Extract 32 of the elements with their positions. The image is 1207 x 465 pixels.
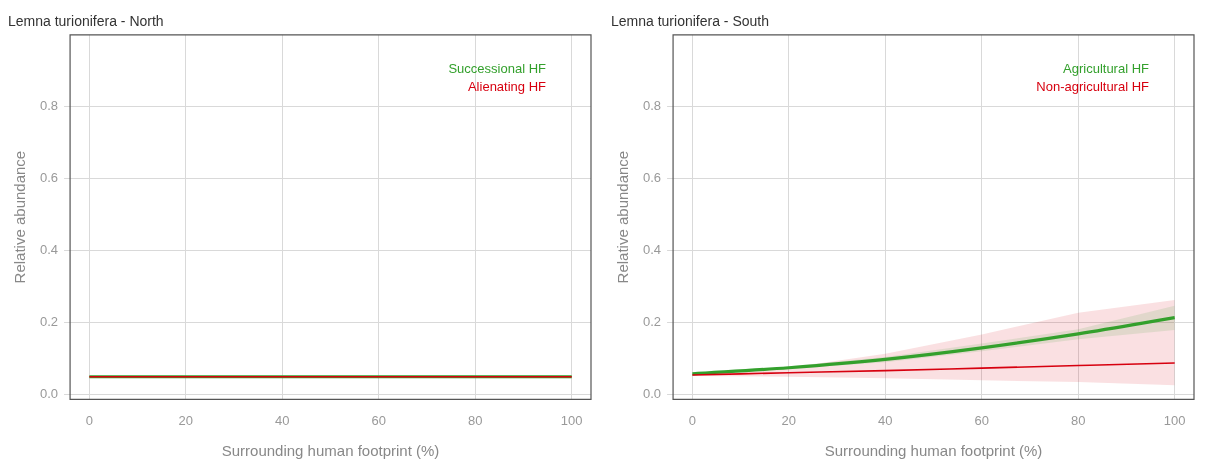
- y-axis-title: Relative abundance: [614, 150, 632, 284]
- y-tick-label: 0.8: [39, 98, 59, 114]
- text: Successional HF: [448, 60, 547, 76]
- x-tick-label: 20: [781, 412, 797, 428]
- x-tick-label: 100: [560, 412, 583, 428]
- y-tick-label: 0.6: [39, 170, 59, 186]
- x-tick-label: 80: [1071, 412, 1086, 428]
- x-tick-label: 60: [371, 412, 386, 428]
- text: Non-agricultural HF: [1036, 78, 1150, 94]
- text: Agricultural HF: [1063, 60, 1150, 76]
- x-tick-label: 0: [85, 412, 93, 428]
- y-tick-label: 0.0: [39, 386, 59, 402]
- y-axis-title: Relative abundance: [11, 150, 29, 284]
- x-tick-label: 60: [974, 412, 989, 428]
- y-tick-label: 0.8: [642, 98, 662, 114]
- text: Alienating HF: [467, 78, 547, 94]
- y-tick-label: 0.6: [642, 170, 662, 186]
- x-tick-label: 80: [468, 412, 483, 428]
- x-tick-label: 100: [1163, 412, 1186, 428]
- y-tick-label: 0.4: [642, 242, 662, 258]
- x-tick-label: 20: [178, 412, 194, 428]
- x-tick-label: 40: [275, 412, 290, 428]
- y-tick-label: 0.0: [642, 386, 662, 402]
- y-tick-label: 0.2: [39, 314, 59, 330]
- chart-title: Lemna turionifera - South: [611, 13, 769, 30]
- x-axis-title: Surrounding human footprint (%): [824, 442, 1043, 460]
- x-tick-label: 0: [688, 412, 696, 428]
- chart-title: Lemna turionifera - North: [8, 13, 164, 30]
- x-axis-title: Surrounding human footprint (%): [221, 442, 440, 460]
- x-tick-label: 40: [878, 412, 893, 428]
- y-tick-label: 0.2: [642, 314, 662, 330]
- y-tick-label: 0.4: [39, 242, 59, 258]
